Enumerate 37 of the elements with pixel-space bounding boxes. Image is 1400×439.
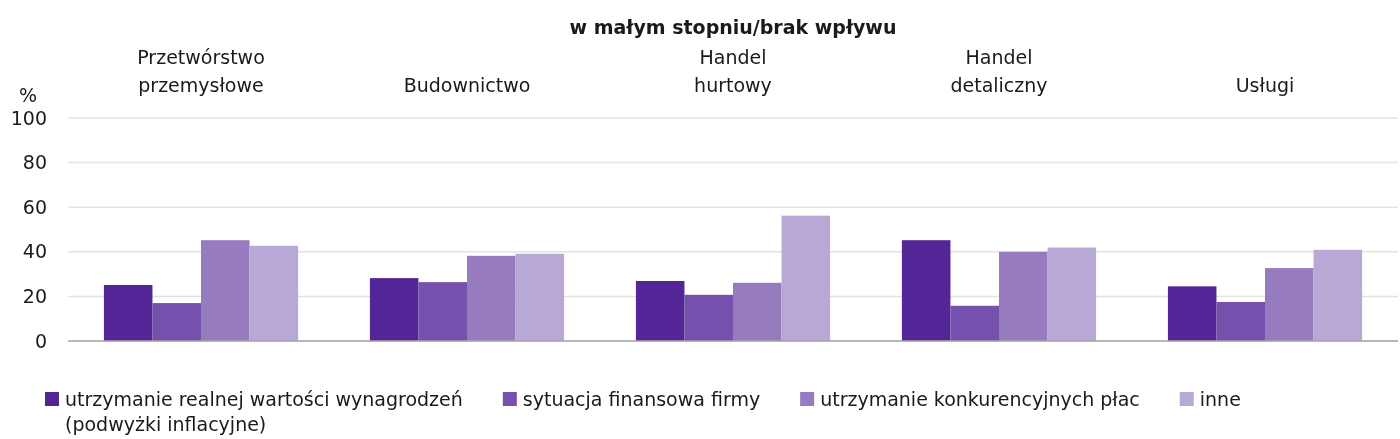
y-axis-title: %	[18, 84, 38, 106]
bar	[152, 303, 201, 341]
y-tick-label: 0	[34, 329, 47, 352]
legend-label: sytuacja finansowa firmy	[522, 388, 761, 410]
bar	[901, 240, 951, 341]
chart-title: w małym stopniu/brak wpływu	[569, 16, 897, 38]
y-tick-label: 40	[22, 240, 47, 263]
bar	[369, 278, 419, 341]
bar	[418, 282, 467, 341]
bar	[781, 215, 831, 341]
x-tick-label: Handel hurtowy	[694, 46, 772, 96]
legend-label: utrzymanie konkurencyjnych płac	[820, 388, 1140, 410]
bar	[515, 253, 565, 341]
legend-label: inne	[1199, 388, 1241, 410]
bar	[733, 282, 782, 341]
bar	[950, 305, 999, 341]
y-tick-label: 60	[22, 195, 47, 218]
bar	[1167, 286, 1217, 341]
bar	[103, 285, 153, 341]
bar	[684, 294, 733, 341]
bar	[1313, 249, 1363, 341]
bar	[1216, 301, 1265, 341]
x-tick-label: Budownictwo	[403, 74, 531, 96]
y-tick-label: 20	[22, 285, 47, 308]
legend-label: utrzymanie realnej wartości wynagrodzeń (podwyżki inflacyjne)	[65, 388, 463, 435]
x-tick-label: Usługi	[1235, 74, 1295, 96]
bar	[1047, 247, 1097, 341]
x-tick-label: Handel detaliczny	[950, 46, 1048, 96]
bar	[999, 251, 1048, 341]
y-tick-label: 80	[22, 151, 47, 174]
x-tick-label: Przetwórstwo przemysłowe	[137, 46, 265, 96]
bar	[467, 255, 516, 341]
bar	[1265, 268, 1314, 341]
bar	[249, 245, 299, 341]
bar	[201, 240, 250, 341]
y-tick-label: 100	[10, 106, 47, 129]
bar	[635, 281, 685, 341]
